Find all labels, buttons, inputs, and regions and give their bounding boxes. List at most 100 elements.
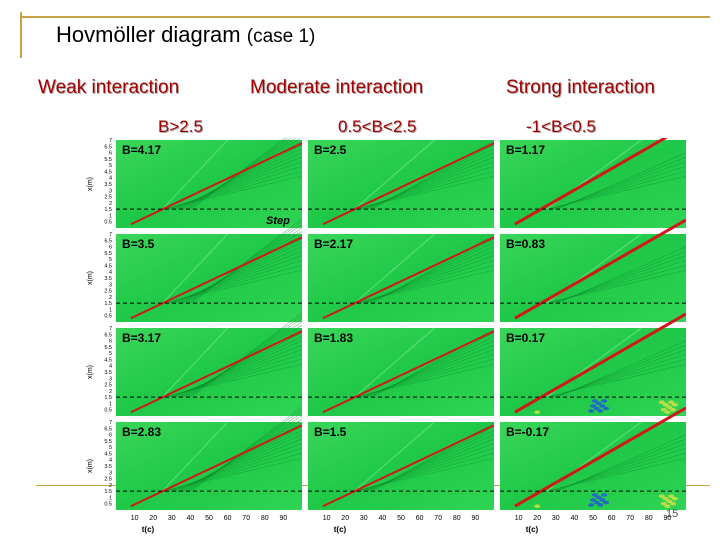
- x-axis-label: t(c): [142, 525, 155, 534]
- scatter-blob: [591, 493, 598, 497]
- y-tick-label: 1.5: [104, 301, 112, 307]
- scatter-blob: [593, 500, 600, 505]
- reflected-ray: [354, 421, 435, 492]
- scatter-blob: [590, 404, 596, 408]
- scatter-blob: [658, 400, 665, 404]
- reflected-ray: [354, 233, 435, 304]
- scatter-blob: [671, 496, 678, 501]
- y-tick-label: 4.5: [104, 169, 112, 175]
- scatter-blob: [590, 498, 596, 502]
- scatter-blob: [671, 402, 678, 407]
- panel-1-2: B=0.83: [500, 218, 686, 322]
- solitary-front: [130, 424, 303, 508]
- x-tick-label: 50: [205, 515, 213, 522]
- x-tick-label: 50: [589, 515, 597, 522]
- y-tick-label: 3: [109, 376, 112, 382]
- slide-title-suffix: (case 1): [246, 26, 316, 47]
- wave-fan-line: [182, 325, 303, 398]
- y-tick-label: 5: [109, 163, 112, 169]
- y-tick-label: 5: [109, 257, 112, 263]
- page-number: 15: [666, 508, 679, 520]
- solitary-front: [514, 406, 686, 508]
- y-tick-label: 1: [109, 495, 112, 501]
- y-tick-label: 4: [109, 458, 112, 464]
- y-tick-label: 0.5: [104, 220, 112, 226]
- y-tick-label: 2.5: [104, 383, 112, 389]
- y-tick-label: 2: [109, 483, 112, 489]
- panel-label: B=4.17: [122, 143, 161, 157]
- solitary-front: [322, 424, 495, 508]
- panel-label: B=1.83: [314, 331, 353, 345]
- scatter-blob: [662, 402, 669, 407]
- solitary-front: [322, 330, 495, 414]
- scatter-blob: [664, 410, 671, 415]
- panel-field: [116, 140, 302, 228]
- x-tick-label: 90: [280, 515, 288, 522]
- reflected-ray: [162, 233, 229, 304]
- column-header-weak: Weak interaction: [38, 77, 180, 98]
- x-tick-label: 10: [323, 515, 331, 522]
- y-tick-label: 4: [109, 364, 112, 370]
- solitary-front: [130, 236, 303, 320]
- wave-fan-line: [182, 231, 303, 304]
- panel-label: B=-0.17: [506, 425, 549, 439]
- panel-2-1: B=1.83: [308, 327, 495, 416]
- y-tick-label: 6.5: [104, 426, 112, 432]
- wave-fan-line: [369, 238, 495, 304]
- scatter-blob: [660, 501, 667, 506]
- y-tick-label: 6.5: [104, 238, 112, 244]
- y-tick-label: 3.5: [104, 182, 112, 188]
- scatter-blob: [588, 503, 595, 507]
- panel-2-2: B=0.17: [500, 312, 686, 416]
- panel-label: B=2.5: [314, 143, 347, 157]
- panel-3-0: B=2.8376.565.554.543.532.521.510.5x(m)10…: [87, 406, 303, 534]
- top-rule: [20, 16, 710, 18]
- y-tick-label: 2: [109, 389, 112, 395]
- y-tick-label: 2: [109, 201, 112, 207]
- scatter-blob: [597, 503, 604, 507]
- x-tick-label: 90: [664, 515, 672, 522]
- scatter-blob: [597, 409, 604, 413]
- slide-title-main: Hovmöller diagram: [56, 22, 241, 47]
- wave-fan-line: [177, 238, 303, 304]
- solitary-front: [322, 142, 495, 226]
- x-axis-label: t(c): [334, 525, 347, 534]
- y-tick-label: 3.5: [104, 276, 112, 282]
- wave-fan-line: [191, 138, 286, 210]
- x-tick-label: 80: [453, 515, 461, 522]
- solitary-front: [130, 330, 303, 414]
- scatter-blob: [658, 494, 665, 498]
- y-tick-label: 4.5: [104, 357, 112, 363]
- y-tick-label: 4: [109, 176, 112, 182]
- x-tick-label: 40: [571, 515, 579, 522]
- wave-fan-line: [191, 312, 303, 398]
- panel-field: [308, 234, 494, 322]
- column-range-moderate: 0.5<B<2.5: [338, 117, 417, 136]
- y-tick-label: 5.5: [104, 345, 112, 351]
- panel-label: B=1.5: [314, 425, 347, 439]
- x-tick-label: 60: [416, 515, 424, 522]
- y-axis-label: x(m): [87, 365, 94, 379]
- x-tick-label: 40: [187, 515, 195, 522]
- scatter-blob: [603, 500, 610, 505]
- x-tick-label: 30: [360, 515, 368, 522]
- panel-0-1: B=2.5 Step: [266, 139, 495, 228]
- reflected-ray: [162, 327, 229, 398]
- wave-fan-line: [189, 409, 303, 492]
- wave-fan-line: [557, 152, 686, 210]
- wave-fan-line: [557, 434, 686, 492]
- panel-label: B=2.83: [122, 425, 161, 439]
- panel-0-2: B=1.17: [500, 138, 686, 228]
- wave-fan-line: [177, 332, 303, 398]
- x-tick-label: 20: [533, 515, 541, 522]
- y-tick-label: 2: [109, 295, 112, 301]
- scatter-blob: [664, 504, 671, 509]
- y-tick-label: 1: [109, 401, 112, 407]
- y-tick-label: 2.5: [104, 477, 112, 483]
- x-tick-label: 80: [645, 515, 653, 522]
- panel-label: B=2.17: [314, 237, 353, 251]
- scatter-blob: [603, 406, 610, 411]
- y-tick-label: 5: [109, 445, 112, 451]
- scatter-blob: [668, 494, 675, 498]
- scatter-blob: [599, 498, 606, 502]
